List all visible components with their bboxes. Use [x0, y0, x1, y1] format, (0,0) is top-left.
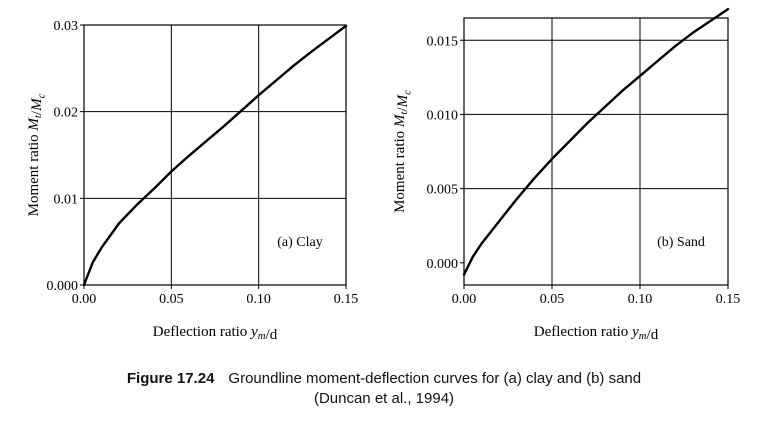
y-tick-label: 0.03 [54, 19, 79, 34]
x-tick-label: 0.10 [628, 292, 653, 307]
plot-frame [83, 24, 347, 286]
y-tick-label: 0.000 [47, 279, 79, 294]
y-tick-label: 0.010 [427, 108, 459, 123]
series-line-sand [462, 7, 730, 276]
x-tick-label: 0.15 [716, 292, 741, 307]
x-tick-label: 0.05 [159, 292, 184, 307]
x-tick-label: 0.15 [334, 292, 359, 307]
y-axis-label: Moment ratio Mt/Mc [392, 90, 413, 213]
figure-number: Figure 17.24 [126, 370, 215, 387]
panel-annotation: (b) Sand [657, 235, 705, 250]
x-tick-label: 0.10 [246, 292, 271, 307]
figure-caption: Figure 17.24 Groundline moment-deflection… [0, 370, 768, 387]
x-tick-label: 0.00 [72, 292, 97, 307]
x-axis-label: Deflection ratio ym/d [534, 324, 659, 343]
y-axis-label: Moment ratio Mt/Mc [26, 93, 47, 216]
chart-panel-clay: 0.00 0.05 0.10 0.15 0.000 0.01 0.02 0.03 (a) Cla… [26, 19, 358, 343]
caption-line-1: Groundline moment-deflection curves for … [228, 370, 642, 387]
caption-line-2: (Duncan et al., 1994) [313, 390, 455, 407]
y-tick-label: 0.015 [427, 34, 459, 49]
x-tick-label: 0.05 [540, 292, 565, 307]
chart-panel-sand: 0.00 0.05 0.10 0.15 0.000 0.005 0.010 0.015 (b) … [392, 7, 741, 343]
plot-frame [463, 17, 729, 286]
series-line-clay [82, 24, 348, 287]
y-tick-label: 0.005 [427, 183, 459, 198]
y-tick-label: 0.01 [54, 192, 79, 207]
x-tick-label: 0.00 [452, 292, 477, 307]
panel-annotation: (a) Clay [277, 235, 322, 250]
y-tick-label: 0.000 [427, 257, 459, 272]
y-tick-label: 0.02 [54, 106, 79, 121]
x-axis-label: Deflection ratio ym/d [153, 324, 278, 343]
